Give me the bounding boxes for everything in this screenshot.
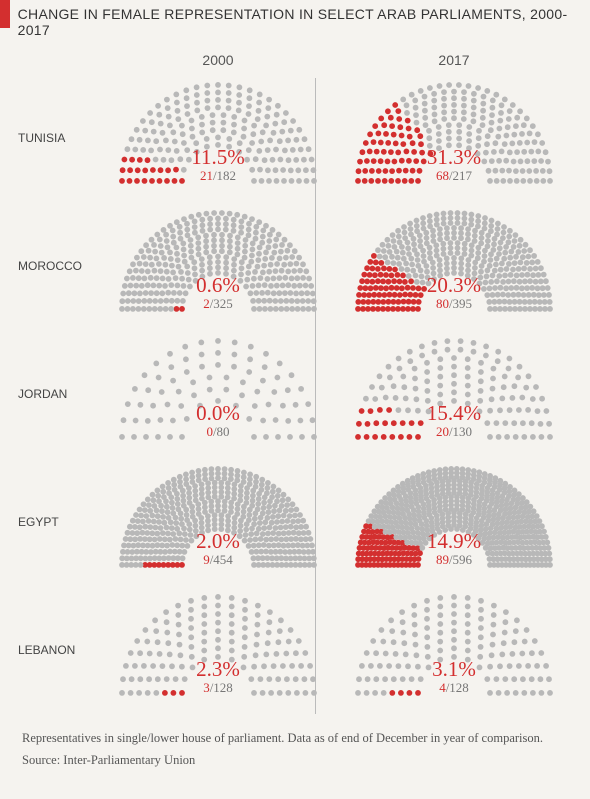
cell-values: 15.4% 20/130 (427, 401, 481, 440)
percent-value: 3.1% (432, 657, 476, 681)
country-label: JORDAN (18, 330, 100, 458)
percent-value: 2.3% (196, 657, 240, 681)
cell-values: 3.1% 4/128 (432, 657, 476, 696)
hemicycle-cell: 20.3% 80/395 (336, 202, 572, 330)
cell-values: 31.3% 68/217 (427, 145, 481, 184)
percent-value: 15.4% (427, 401, 481, 425)
chart-grid: 2000 2017 TUNISIA 11.5% 21/182 31.3% 68/… (0, 38, 590, 724)
cell-values: 0.6% 2/325 (196, 273, 240, 312)
cell-values: 0.0% 0/80 (196, 401, 240, 440)
year-header-left: 2000 (100, 38, 336, 74)
seat-count: 9/454 (196, 553, 240, 568)
header-spacer (18, 38, 100, 74)
cell-values: 2.3% 3/128 (196, 657, 240, 696)
country-label: MOROCCO (18, 202, 100, 330)
seat-count: 0/80 (196, 425, 240, 440)
hemicycle-cell: 15.4% 20/130 (336, 330, 572, 458)
hemicycle-cell: 2.3% 3/128 (100, 586, 336, 714)
infographic-container: CHANGE IN FEMALE REPRESENTATION IN SELEC… (0, 0, 590, 799)
seat-count: 2/325 (196, 297, 240, 312)
country-label: LEBANON (18, 586, 100, 714)
seat-count: 21/182 (191, 169, 244, 184)
percent-value: 0.6% (196, 273, 240, 297)
cell-values: 2.0% 9/454 (196, 529, 240, 568)
hemicycle-cell: 0.6% 2/325 (100, 202, 336, 330)
seat-count: 20/130 (427, 425, 481, 440)
source-text: Source: Inter-Parliamentary Union (0, 751, 590, 780)
year-header-right: 2017 (336, 38, 572, 74)
percent-value: 11.5% (191, 145, 244, 169)
hemicycle-cell: 2.0% 9/454 (100, 458, 336, 586)
percent-value: 14.9% (427, 529, 481, 553)
hemicycle-cell: 3.1% 4/128 (336, 586, 572, 714)
hemicycle-cell: 14.9% 89/596 (336, 458, 572, 586)
header-bar: CHANGE IN FEMALE REPRESENTATION IN SELEC… (0, 0, 590, 38)
chart-title: CHANGE IN FEMALE REPRESENTATION IN SELEC… (18, 0, 590, 38)
footnote-text: Representatives in single/lower house of… (0, 724, 590, 751)
hemicycle-cell: 31.3% 68/217 (336, 74, 572, 202)
seat-count: 80/395 (427, 297, 481, 312)
percent-value: 20.3% (427, 273, 481, 297)
cell-values: 14.9% 89/596 (427, 529, 481, 568)
country-label: TUNISIA (18, 74, 100, 202)
percent-value: 0.0% (196, 401, 240, 425)
hemicycle-cell: 0.0% 0/80 (100, 330, 336, 458)
seat-count: 3/128 (196, 681, 240, 696)
seat-count: 4/128 (432, 681, 476, 696)
percent-value: 31.3% (427, 145, 481, 169)
hemicycle-cell: 11.5% 21/182 (100, 74, 336, 202)
percent-value: 2.0% (196, 529, 240, 553)
accent-tab-icon (0, 0, 10, 28)
cell-values: 11.5% 21/182 (191, 145, 244, 184)
seat-count: 68/217 (427, 169, 481, 184)
cell-values: 20.3% 80/395 (427, 273, 481, 312)
seat-count: 89/596 (427, 553, 481, 568)
country-label: EGYPT (18, 458, 100, 586)
